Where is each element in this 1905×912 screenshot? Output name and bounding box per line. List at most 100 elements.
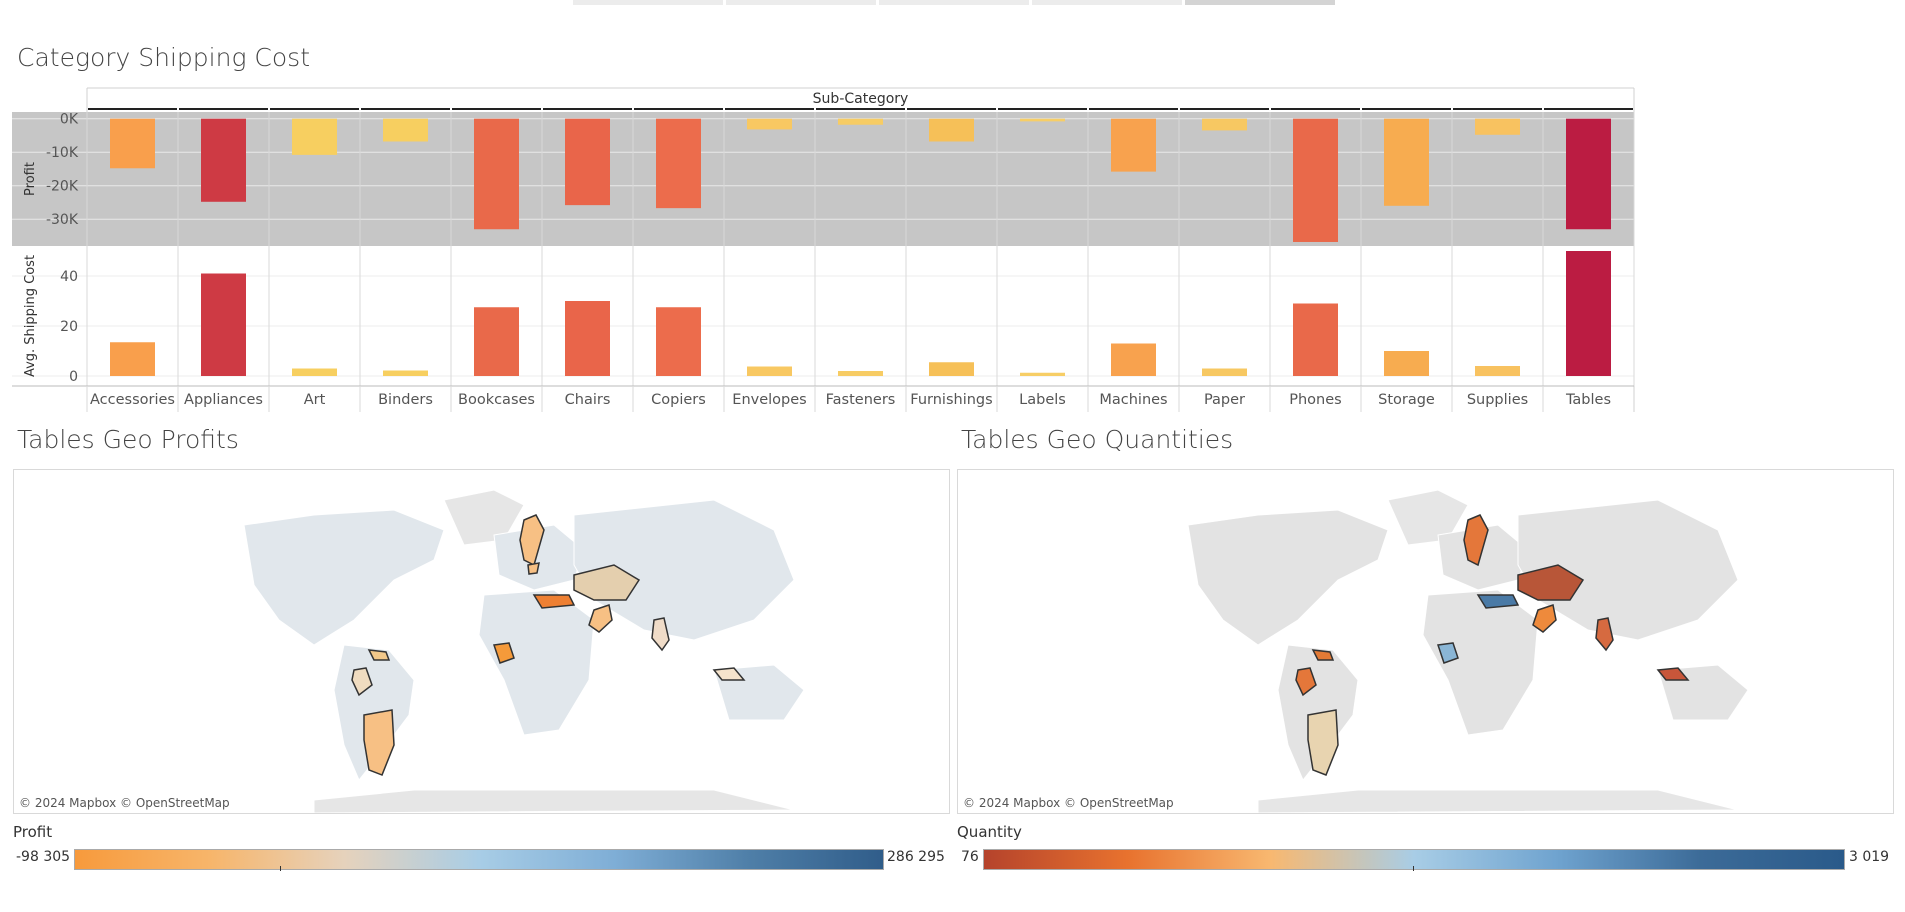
bar-appliances xyxy=(201,118,246,202)
profit-map[interactable]: © 2024 Mapbox © OpenStreetMap xyxy=(13,469,950,814)
x-tick-label: Art xyxy=(304,392,326,408)
country-kazakhstan[interactable] xyxy=(573,564,641,601)
country-papua-new-guinea[interactable] xyxy=(1656,667,1690,681)
bar-supplies xyxy=(1475,366,1520,376)
country-turkey[interactable] xyxy=(1476,594,1520,609)
country-turkey[interactable] xyxy=(532,594,576,609)
country-cuba[interactable] xyxy=(1311,649,1335,661)
x-tick-label: Paper xyxy=(1204,392,1245,408)
x-tick-label: Bookcases xyxy=(458,392,535,408)
bar-storage xyxy=(1384,351,1429,376)
bar-tables xyxy=(1566,118,1611,230)
bar-envelopes xyxy=(747,118,792,130)
y-tick-label: -20K xyxy=(46,179,79,195)
country-nigeria[interactable] xyxy=(493,642,515,664)
profit-color-legend xyxy=(74,849,884,870)
category-shipping-chart: Sub-Category 0K -10K -20K -30K Profit 40 20 0 Avg… xyxy=(12,87,1635,412)
dashboard-tab[interactable] xyxy=(879,0,1029,5)
dashboard-tab[interactable] xyxy=(1032,0,1182,5)
bar-supplies xyxy=(1475,118,1520,135)
quantity-legend-mid-tick xyxy=(1413,866,1414,871)
country-sweden[interactable] xyxy=(1463,514,1489,567)
country-pakistan[interactable] xyxy=(1532,604,1557,633)
bar-furnishings xyxy=(929,362,974,376)
dashboard-tab-active[interactable] xyxy=(1185,0,1335,5)
x-tick-label: Copiers xyxy=(651,392,706,408)
x-tick-label: Chairs xyxy=(565,392,611,408)
pane-background xyxy=(12,112,1634,246)
bar-furnishings xyxy=(929,118,974,142)
dashboard-tab[interactable] xyxy=(726,0,876,5)
country-nigeria[interactable] xyxy=(1437,642,1459,664)
profit-map-canvas[interactable] xyxy=(14,470,949,813)
profit-legend-min: -98 305 xyxy=(16,849,71,865)
x-tick-label: Storage xyxy=(1378,392,1435,408)
continent-greenland xyxy=(1387,489,1469,546)
quantity-legend-max: 3 019 xyxy=(1849,849,1890,865)
bar-paper xyxy=(1202,118,1247,131)
bar-appliances xyxy=(201,273,246,376)
bar-machines xyxy=(1111,343,1156,376)
y-axis-title: Avg. Shipping Cost xyxy=(23,255,38,377)
country-colombia[interactable] xyxy=(1295,667,1317,697)
shipping-chart-title: Category Shipping Cost xyxy=(17,43,310,72)
bar-fasteners xyxy=(838,371,883,376)
bar-machines xyxy=(1111,118,1156,172)
quantity-map-canvas[interactable] xyxy=(958,470,1893,813)
country-argentina[interactable] xyxy=(1307,709,1339,776)
x-tick-label: Labels xyxy=(1019,392,1066,408)
quantity-map[interactable]: © 2024 Mapbox © OpenStreetMap xyxy=(957,469,1894,814)
x-tick-label: Binders xyxy=(378,392,433,408)
y-tick-label: -30K xyxy=(46,212,79,228)
x-tick-label: Machines xyxy=(1099,392,1167,408)
y-tick-label: -10K xyxy=(46,145,79,161)
continent-antarctica xyxy=(313,789,795,813)
x-tick-label: Phones xyxy=(1289,392,1341,408)
dashboard-tab[interactable] xyxy=(573,0,723,5)
country-myanmar[interactable] xyxy=(651,617,670,652)
continent-north-america xyxy=(243,509,445,646)
y-tick-label: 0K xyxy=(60,112,79,128)
y-axis-title: Profit xyxy=(23,162,38,196)
column-header: Sub-Category xyxy=(813,91,909,107)
y-tick-label: 20 xyxy=(60,319,78,335)
bar-phones xyxy=(1293,118,1338,242)
country-myanmar[interactable] xyxy=(1595,617,1614,652)
bar-accessories xyxy=(110,118,155,169)
continent-antarctica xyxy=(1257,789,1739,813)
bar-binders xyxy=(383,370,428,376)
bar-chairs xyxy=(565,301,610,376)
country-pakistan[interactable] xyxy=(588,604,613,633)
x-tick-label: Fasteners xyxy=(826,392,896,408)
x-tick-label: Envelopes xyxy=(732,392,806,408)
profit-legend-max: 286 295 xyxy=(887,849,945,865)
bar-tables xyxy=(1566,251,1611,376)
bar-paper xyxy=(1202,368,1247,376)
bar-bookcases xyxy=(474,118,519,230)
country-kazakhstan[interactable] xyxy=(1517,564,1585,601)
profit-legend-zero-tick xyxy=(280,866,282,871)
country-argentina[interactable] xyxy=(363,709,395,776)
bar-copiers xyxy=(656,307,701,376)
map-credit: © 2024 Mapbox © OpenStreetMap xyxy=(19,796,230,810)
geo-quantity-title: Tables Geo Quantities xyxy=(961,425,1234,454)
bar-art xyxy=(292,118,337,155)
x-tick-label: Appliances xyxy=(184,392,263,408)
country-norway[interactable] xyxy=(527,562,540,575)
country-cuba[interactable] xyxy=(367,649,391,661)
top-tab-strip xyxy=(573,0,1335,5)
bar-art xyxy=(292,368,337,376)
bar-binders xyxy=(383,118,428,142)
profit-legend-title: Profit xyxy=(13,823,53,841)
x-tick-label: Supplies xyxy=(1467,392,1528,408)
bar-labels xyxy=(1020,372,1065,376)
quantity-color-legend xyxy=(983,849,1845,870)
bar-copiers xyxy=(656,118,701,209)
country-papua-new-guinea[interactable] xyxy=(712,667,746,681)
quantity-legend-title: Quantity xyxy=(957,823,1022,841)
country-colombia[interactable] xyxy=(351,667,373,697)
bar-fasteners xyxy=(838,118,883,125)
y-tick-label: 0 xyxy=(69,369,78,385)
x-tick-label: Tables xyxy=(1565,392,1611,408)
bar-envelopes xyxy=(747,366,792,376)
